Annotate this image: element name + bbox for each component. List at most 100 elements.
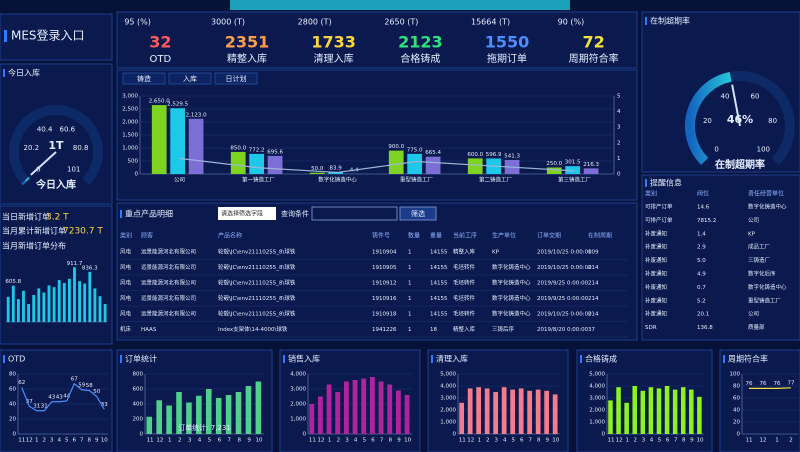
y2-tick-label: 5 (617, 94, 621, 100)
y-tick-label: 5,000 (589, 372, 605, 378)
kpi-value: 1733 (311, 33, 356, 52)
table-cell: 轮毂\JC\env21110255_8\球铁 (218, 263, 296, 271)
value-label: 76 (746, 381, 753, 387)
tab-label[interactable]: 入库 (183, 74, 197, 83)
table-cell: 1 (408, 281, 412, 287)
panel-title: 订单统计 (125, 354, 157, 364)
panel-title: 在制超期率 (650, 16, 690, 26)
y-tick-label: 600 (133, 387, 144, 393)
tab[interactable] (214, 72, 258, 85)
gauge-tick: 101 (67, 166, 80, 174)
y-tick-label: 5,000 (440, 372, 456, 378)
y-tick-label: 800 (133, 372, 144, 378)
bar (88, 271, 92, 322)
y-tick-label: 200 (133, 417, 144, 423)
x-tick-label: 公司 (174, 177, 185, 184)
gauge-label: 在制超期率 (715, 158, 765, 171)
value-label: 772.2 (249, 147, 265, 153)
annotation: 订单统计: 7,231 (178, 423, 231, 432)
table-cell: 数字化铸造中心 (492, 294, 531, 302)
table-cell: 毛坯转件 (453, 310, 476, 318)
table-cell: 轮毂\JC\env21110255_8\球铁 (218, 248, 296, 256)
bar (388, 150, 404, 174)
table-cell: 风电 (120, 279, 132, 287)
panel-title: 清理入库 (436, 354, 468, 364)
x-tick-label: 10 (256, 438, 263, 444)
y-tick-label: 0 (453, 432, 457, 438)
bar (205, 389, 212, 434)
table-cell: 4.9 (697, 272, 706, 278)
bar (57, 280, 61, 322)
kpi-target: 2800 (T) (298, 18, 332, 27)
table-cell: 1910912 (372, 281, 397, 287)
table-cell: 数字化铸造中心 (748, 283, 787, 291)
x-tick-label: 1 (775, 438, 779, 444)
line (749, 387, 792, 389)
title-icon (120, 355, 122, 363)
table-cell: 补废通知 (645, 270, 667, 278)
x-tick-label: 4 (354, 438, 358, 444)
kpi-value: 2123 (398, 33, 443, 52)
tab[interactable] (122, 72, 166, 85)
kpi-label: 周期符合率 (569, 52, 619, 65)
chart-title: 当月新增订单分布 (2, 241, 66, 251)
login-title[interactable]: MES登录入口 (11, 28, 85, 43)
login-panel[interactable] (0, 13, 113, 61)
x-tick-label: 5 (363, 438, 367, 444)
y-tick-label: 60 (9, 387, 16, 393)
select-label[interactable]: 请选择筛选字段 (221, 210, 263, 218)
x-tick-label: 12 (616, 438, 623, 444)
value-label: 216.3 (583, 162, 599, 168)
x-tick-label: 3 (495, 438, 499, 444)
table-cell: 1 (408, 250, 412, 256)
button[interactable] (399, 206, 437, 221)
select[interactable] (218, 207, 276, 220)
table-cell: 三铸造厂 (748, 256, 771, 264)
x-tick-label: 9 (95, 438, 99, 444)
gauge-tick: 60.6 (60, 126, 76, 134)
button-label[interactable]: 筛选 (411, 209, 425, 218)
table-cell: 2019/9/25 0:00:00 (537, 296, 589, 302)
x-tick-label: 1 (35, 438, 39, 444)
value-label: 43 (48, 394, 55, 400)
kpi-target: 3000 (T) (211, 18, 245, 27)
bar (501, 387, 507, 434)
x-tick-label: 12 (318, 438, 325, 444)
table-cell: 远景能源河北有限公司 (141, 248, 196, 256)
tab-label[interactable]: 铸造 (137, 74, 151, 83)
x-tick-label: 11 (459, 438, 466, 444)
bar (255, 381, 262, 434)
x-tick-label: 第三铸造工厂 (558, 176, 592, 184)
table-cell: 214 (588, 265, 599, 271)
x-tick-label: 第二铸造工厂 (479, 176, 513, 184)
tab-label[interactable]: 日计划 (226, 74, 247, 83)
bar (27, 304, 31, 322)
x-tick-label: 8 (88, 438, 92, 444)
y-tick-label: 2,000 (440, 408, 456, 414)
table-cell: 精整入库 (453, 325, 476, 333)
x-tick-label: 3 (188, 438, 192, 444)
bar (6, 296, 10, 322)
kpi-target: 95 (%) (124, 18, 151, 27)
tab[interactable] (168, 72, 212, 85)
bar (535, 389, 541, 434)
table-cell: HAAS (141, 327, 157, 333)
table-cell: 远景能源河北有限公司 (141, 310, 196, 318)
y-tick-label: 3,000 (440, 396, 456, 402)
table-cell: SDR (645, 325, 657, 331)
table-cell: 风电 (120, 263, 132, 271)
x-tick-label: 2 (178, 438, 182, 444)
title-icon (580, 355, 582, 363)
x-tick-label: 8 (389, 438, 393, 444)
bar (245, 386, 252, 434)
panel (719, 349, 800, 452)
y-tick-label: 20 (733, 420, 740, 426)
query-input[interactable] (311, 206, 398, 221)
x-tick-label: 10 (552, 438, 559, 444)
value-label: 50 (93, 389, 100, 395)
table-cell: 1 (408, 265, 412, 271)
x-tick-label: 6 (666, 438, 670, 444)
table-cell: 轮毂\JC\env21110255_8\球铁 (218, 294, 296, 302)
bar (672, 389, 678, 434)
table-cell: 5.0 (697, 258, 706, 264)
